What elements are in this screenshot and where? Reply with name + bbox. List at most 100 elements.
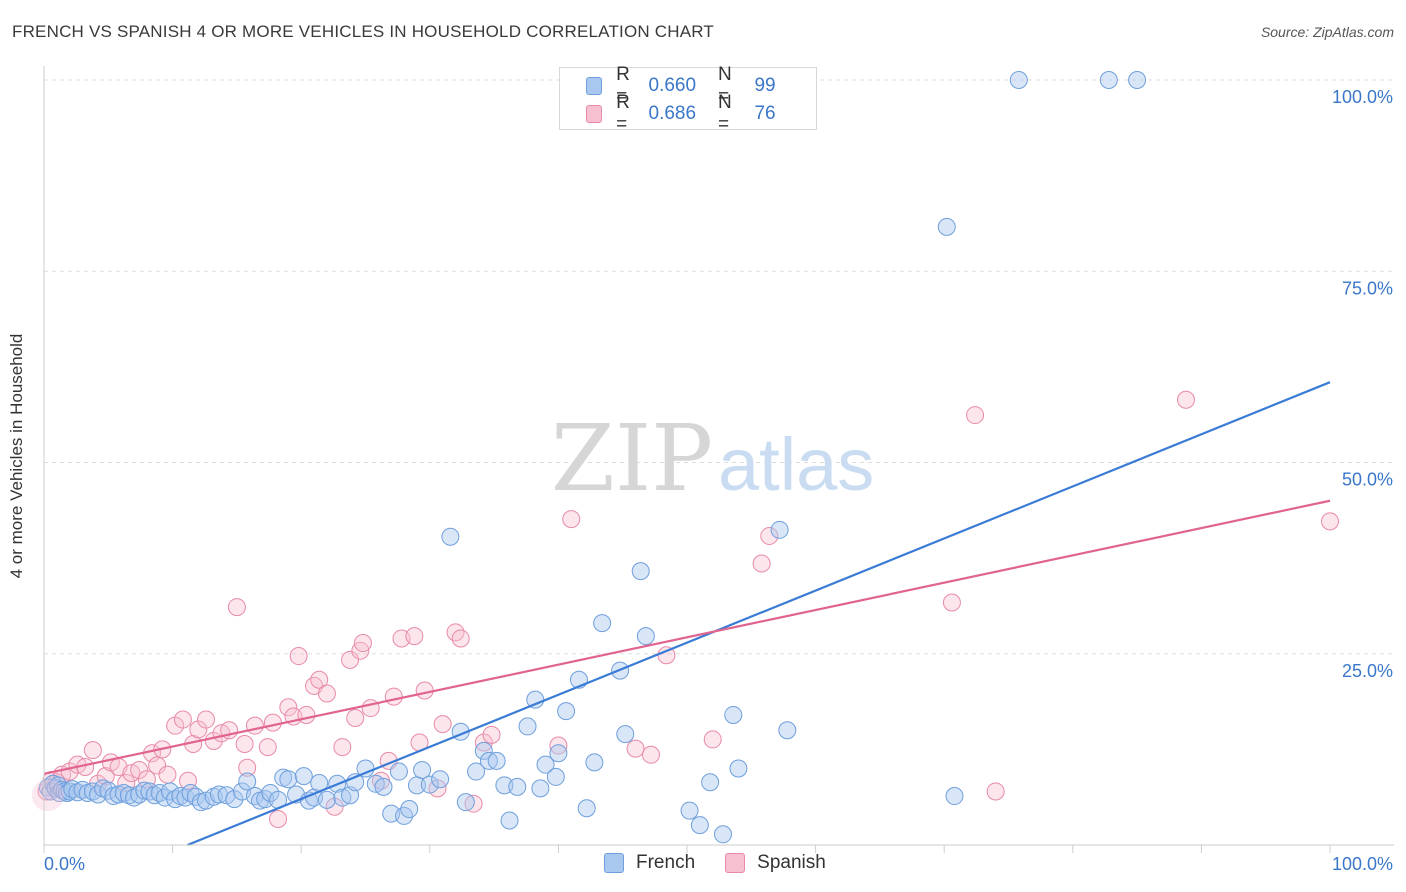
data-point-french	[557, 702, 576, 721]
data-point-spanish	[384, 687, 403, 706]
data-point-spanish	[310, 670, 329, 689]
legend-swatch-french	[604, 853, 624, 873]
data-point-spanish	[279, 698, 298, 717]
data-point-spanish	[415, 681, 434, 700]
y-tick-label: 100.0%	[1332, 87, 1393, 107]
trend-line-spanish	[43, 499, 1331, 775]
legend-swatch-spanish	[586, 105, 603, 123]
data-point-french	[467, 762, 486, 781]
data-point-french	[636, 627, 655, 646]
n-value: 76	[754, 103, 776, 124]
n-label: N =	[718, 64, 732, 107]
data-point-spanish	[1321, 512, 1339, 531]
watermark-atlas: atlas	[718, 423, 874, 506]
data-point-spanish	[269, 809, 288, 828]
r-label: R =	[616, 92, 630, 135]
data-point-french	[374, 777, 393, 796]
data-point-spanish	[173, 710, 192, 729]
data-point-spanish	[297, 705, 316, 724]
data-point-french	[546, 767, 565, 786]
data-point-spanish	[325, 797, 344, 816]
legend-row-french: R = 0.660 N = 99	[586, 64, 816, 107]
data-point-spanish	[405, 627, 424, 646]
data-point-spanish	[263, 713, 282, 732]
r-label: R =	[616, 64, 630, 107]
data-point-spanish	[752, 554, 771, 573]
data-point-spanish	[31, 779, 64, 812]
x-tick-label: 0.0%	[44, 854, 85, 874]
data-point-spanish	[341, 650, 360, 669]
n-value: 99	[754, 75, 776, 96]
data-points	[31, 71, 1339, 844]
source-label: Source: ZipAtlas.com	[1260, 24, 1394, 40]
data-point-french	[593, 614, 612, 633]
trend-line-french	[187, 381, 1331, 847]
data-point-french	[714, 825, 733, 844]
data-point-french	[549, 744, 568, 763]
data-point-spanish	[562, 510, 581, 529]
y-tick-label: 50.0%	[1342, 470, 1393, 490]
data-point-french	[701, 773, 720, 792]
data-point-french	[89, 785, 108, 804]
data-point-spanish	[333, 738, 352, 757]
data-point-french	[500, 811, 519, 830]
data-point-spanish	[433, 715, 452, 734]
chart-title: FRENCH VS SPANISH 4 OR MORE VEHICLES IN …	[12, 22, 715, 41]
data-point-french	[60, 782, 79, 801]
data-point-french	[261, 783, 280, 802]
data-point-french	[495, 776, 514, 795]
data-point-french	[83, 782, 102, 801]
watermark-zip: ZIP	[551, 405, 713, 512]
data-point-french	[225, 790, 244, 809]
data-point-spanish	[703, 730, 722, 749]
data-point-french	[1009, 71, 1028, 89]
data-point-french	[63, 780, 82, 799]
data-point-french	[441, 527, 460, 546]
y-axis-label: 4 or more Vehicles in Household	[7, 333, 26, 579]
data-point-french	[135, 781, 154, 800]
series-legend: French Spanish	[604, 852, 856, 874]
data-point-spanish	[549, 736, 568, 755]
data-point-french	[431, 770, 450, 789]
data-point-spanish	[289, 647, 308, 666]
data-point-french	[294, 767, 313, 786]
data-point-french	[279, 770, 298, 789]
data-point-spanish	[986, 782, 1005, 801]
data-point-french	[585, 753, 604, 772]
r-value: 0.686	[648, 103, 697, 124]
data-point-french	[729, 759, 748, 778]
r-value: 0.660	[648, 75, 697, 96]
data-point-spanish	[197, 710, 216, 729]
data-point-french	[531, 779, 550, 798]
correlation-legend: R = 0.660 N = 99 R = 0.686 N = 76	[559, 64, 817, 135]
watermark: ZIP atlas	[551, 405, 874, 512]
data-point-french	[778, 721, 797, 740]
data-point-spanish	[227, 598, 246, 617]
data-point-french	[186, 787, 205, 806]
data-point-spanish	[641, 745, 660, 764]
legend-label-french: French	[636, 852, 696, 873]
data-point-french	[1128, 71, 1147, 89]
data-point-french	[256, 790, 275, 809]
axes: 100.0% 75.0% 50.0% 25.0% 0.0% 100.0%	[43, 66, 1394, 874]
data-point-french	[456, 793, 475, 812]
n-label: N =	[718, 92, 732, 135]
data-point-french	[631, 562, 650, 581]
legend-item-french[interactable]: French	[604, 852, 695, 874]
data-point-spanish	[446, 623, 465, 642]
data-point-french	[317, 790, 336, 809]
data-point-french	[508, 777, 527, 796]
trend-lines	[43, 381, 1331, 847]
data-point-spanish	[189, 720, 208, 739]
data-point-spanish	[482, 725, 501, 744]
data-point-french	[770, 520, 789, 539]
data-point-spanish	[258, 738, 277, 757]
data-point-spanish	[238, 758, 257, 777]
data-point-french	[99, 781, 118, 800]
data-point-french	[479, 751, 498, 770]
data-point-spanish	[83, 741, 102, 760]
data-point-spanish	[148, 756, 167, 775]
legend-item-spanish[interactable]: Spanish	[725, 852, 826, 874]
data-point-french	[420, 775, 439, 794]
